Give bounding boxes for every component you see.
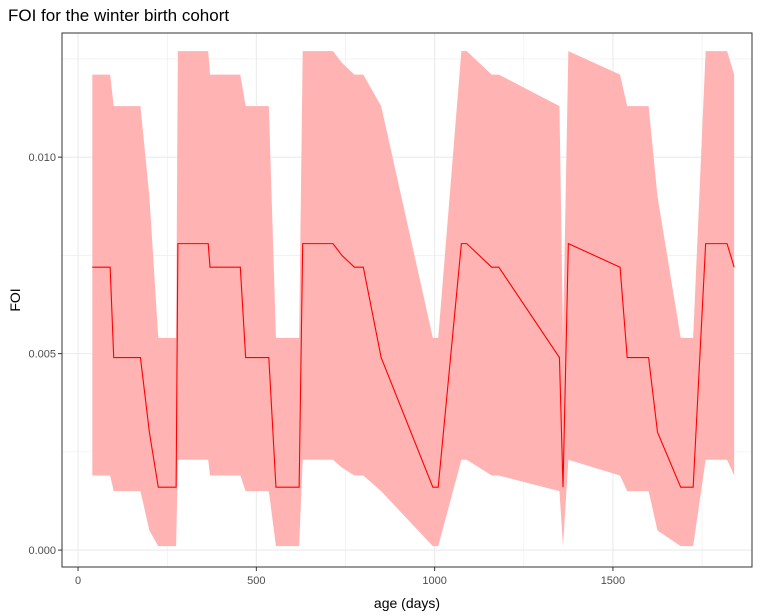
panel-border — [61, 32, 753, 568]
confidence-band — [92, 51, 735, 547]
y-tick-label: 0.010 — [28, 152, 56, 164]
x-tick-label: 500 — [247, 575, 265, 587]
y-axis-title: FOI — [7, 288, 23, 311]
line-layer — [92, 242, 735, 488]
band-layer — [92, 51, 735, 547]
x-axis-title: age (days) — [374, 595, 440, 611]
x-tick-label: 1000 — [422, 575, 446, 587]
x-tick-label: 0 — [75, 575, 81, 587]
x-tick-label: 1500 — [601, 575, 625, 587]
y-tick-label: 0.000 — [28, 545, 56, 557]
y-tick-label: 0.005 — [28, 349, 56, 361]
foi-line — [92, 242, 735, 488]
chart-title: FOI for the winter birth cohort — [8, 6, 230, 25]
tick-layer: 0 500 1000 1500 0.000 0.005 0.010 — [28, 152, 625, 587]
